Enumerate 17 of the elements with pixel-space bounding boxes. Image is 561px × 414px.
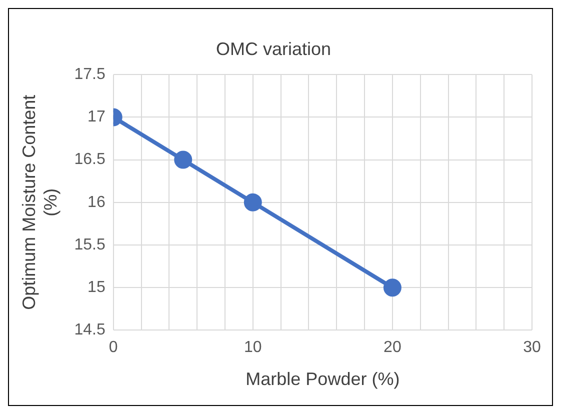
x-tick-label: 20 [384, 339, 402, 356]
y-tick-label: 17.5 [74, 66, 106, 84]
y-axis-title: Optimum Moisture Content (%) [18, 94, 60, 310]
y-tick-label: 16.5 [74, 151, 106, 168]
chart-title: OMC variation [216, 38, 332, 59]
point [244, 193, 262, 212]
x-axis-title: Marble Powder (%) [246, 369, 400, 390]
y-tick-label: 15 [88, 279, 106, 296]
y-tick-label: 15.5 [74, 236, 106, 254]
y-tick-label: 14.5 [74, 322, 106, 339]
point [383, 278, 402, 297]
x-tick-label: 30 [523, 339, 541, 356]
x-tick-label: 0 [108, 339, 118, 356]
y-tick-label: 16 [88, 194, 106, 211]
y-tick-label: 17 [88, 108, 106, 126]
point [174, 150, 192, 169]
x-tick-label: 10 [244, 339, 262, 356]
